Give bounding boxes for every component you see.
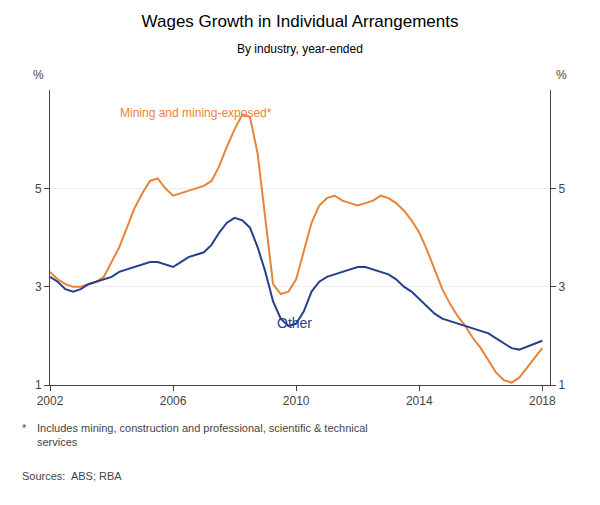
svg-text:By industry, year-ended: By industry, year-ended: [237, 42, 363, 56]
svg-text:2010: 2010: [283, 394, 310, 408]
svg-text:3: 3: [35, 280, 42, 294]
svg-text:Mining and mining-exposed*: Mining and mining-exposed*: [120, 106, 272, 120]
svg-text:5: 5: [558, 182, 565, 196]
svg-text:Other: Other: [277, 315, 312, 331]
svg-text:2002: 2002: [37, 394, 64, 408]
svg-text:2014: 2014: [406, 394, 433, 408]
svg-text:%: %: [556, 68, 567, 82]
svg-text:Sources: ABS; RBA: Sources: ABS; RBA: [22, 470, 122, 482]
svg-text:5: 5: [35, 182, 42, 196]
svg-text:2006: 2006: [160, 394, 187, 408]
svg-text:*: *: [22, 422, 27, 434]
svg-text:2018: 2018: [529, 394, 556, 408]
svg-text:3: 3: [558, 280, 565, 294]
svg-text:Includes mining, construction: Includes mining, construction and profes…: [37, 422, 368, 448]
svg-text:1: 1: [35, 378, 42, 392]
svg-text:%: %: [33, 68, 44, 82]
svg-text:1: 1: [558, 378, 565, 392]
svg-text:Wages Growth in Individual Arr: Wages Growth in Individual Arrangements: [142, 12, 459, 31]
